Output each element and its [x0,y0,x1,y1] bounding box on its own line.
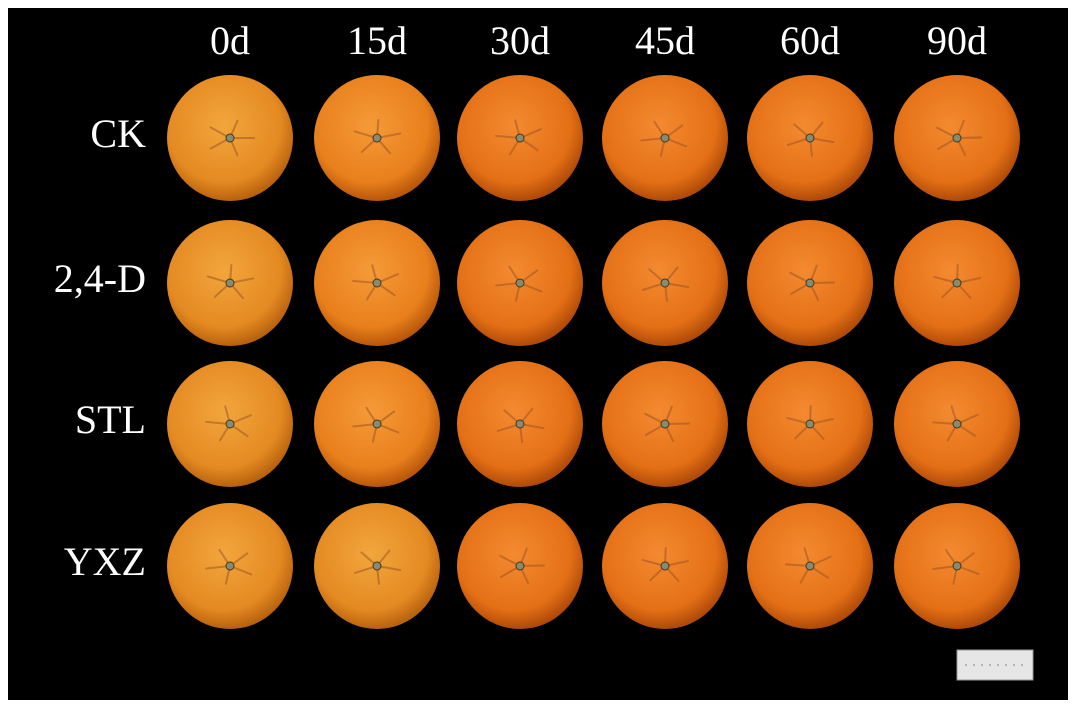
fruit-stem [805,278,815,288]
fruit [894,220,1020,346]
column-label: 90d [927,18,987,63]
fruit [894,75,1020,201]
fruit [747,361,873,487]
column-label: 60d [780,18,840,63]
fruit-stem [515,561,525,571]
fruit-stem [225,561,235,571]
column-label: 15d [347,18,407,63]
fruit-stem [952,278,962,288]
fruit-stem [952,133,962,143]
fruit [602,503,728,629]
column-label: 0d [210,18,250,63]
fruit [747,220,873,346]
fruit-stem [515,278,525,288]
fruit-stem [225,133,235,143]
fruit [747,75,873,201]
row-label: CK [90,111,146,156]
fruit-stem [515,419,525,429]
fruit-stem [660,278,670,288]
fruit [314,503,440,629]
fruit-stem [805,133,815,143]
fruit-stem [372,561,382,571]
fruit [457,503,583,629]
fruit [314,75,440,201]
fruit [167,220,293,346]
fruit [314,220,440,346]
fruit-stem [225,419,235,429]
fruit [167,75,293,201]
fruit-stem [805,561,815,571]
column-label: 45d [635,18,695,63]
fruit-stem [660,133,670,143]
fruit [314,361,440,487]
fruit [894,503,1020,629]
fruit [167,361,293,487]
fruit [457,75,583,201]
fruit [457,361,583,487]
fruit-stem [515,133,525,143]
fruit [602,361,728,487]
fruit-stem [372,133,382,143]
fruit-stem [225,278,235,288]
fruit [457,220,583,346]
fruit-stem [805,419,815,429]
fruit [747,503,873,629]
column-label: 30d [490,18,550,63]
fruit-stem [372,278,382,288]
fruit-stem [660,561,670,571]
fruit-stem [660,419,670,429]
row-label: STL [75,397,146,442]
fruit-stem [952,561,962,571]
scale-bar [956,649,1034,681]
row-label: YXZ [64,539,146,584]
row-label: 2,4-D [54,256,146,301]
fruit-stem [952,419,962,429]
fruit [602,75,728,201]
fruit [167,503,293,629]
fruit-stem [372,419,382,429]
fruit [894,361,1020,487]
fruit [602,220,728,346]
